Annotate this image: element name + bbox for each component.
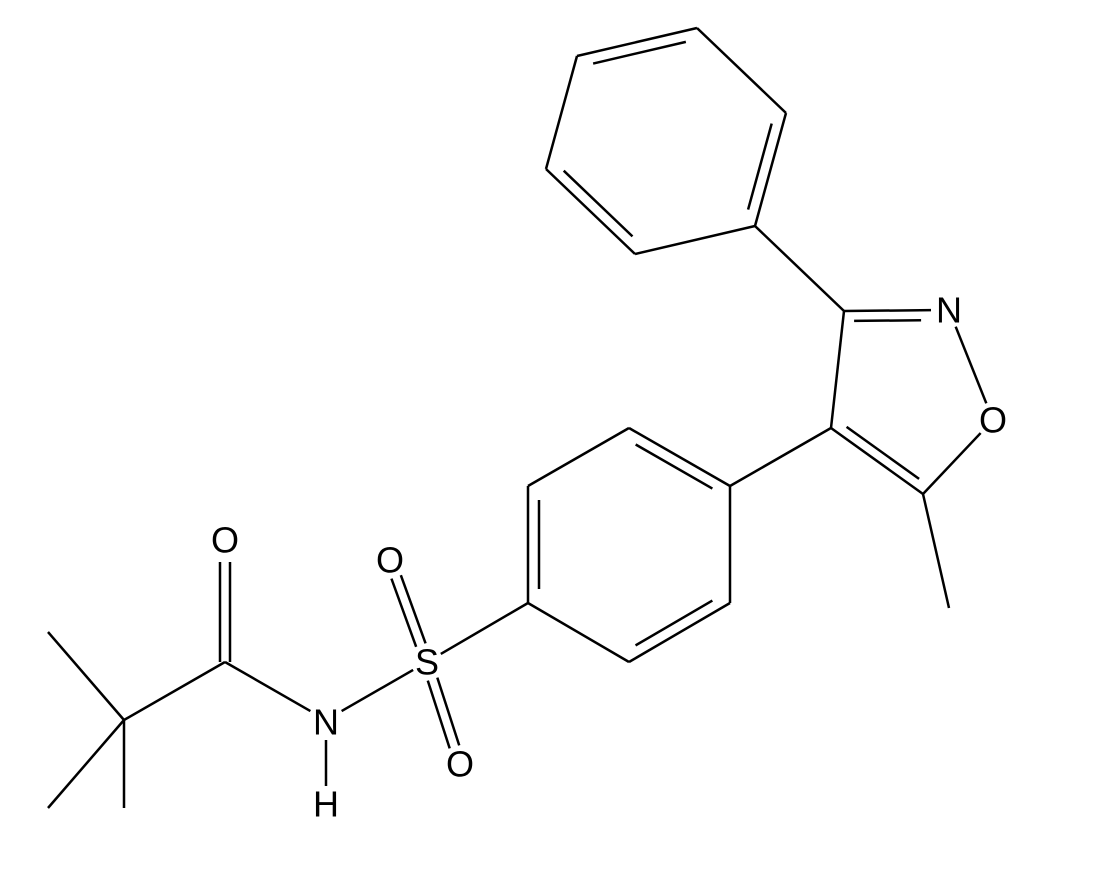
svg-text:N: N bbox=[313, 702, 339, 743]
svg-text:O: O bbox=[376, 540, 404, 581]
molecule-diagram: ONHSOOON bbox=[0, 0, 1098, 870]
svg-text:S: S bbox=[415, 642, 439, 683]
svg-text:N: N bbox=[936, 290, 962, 331]
svg-text:O: O bbox=[446, 744, 474, 785]
svg-text:H: H bbox=[313, 784, 339, 825]
svg-text:O: O bbox=[211, 520, 239, 561]
svg-text:O: O bbox=[979, 400, 1007, 441]
